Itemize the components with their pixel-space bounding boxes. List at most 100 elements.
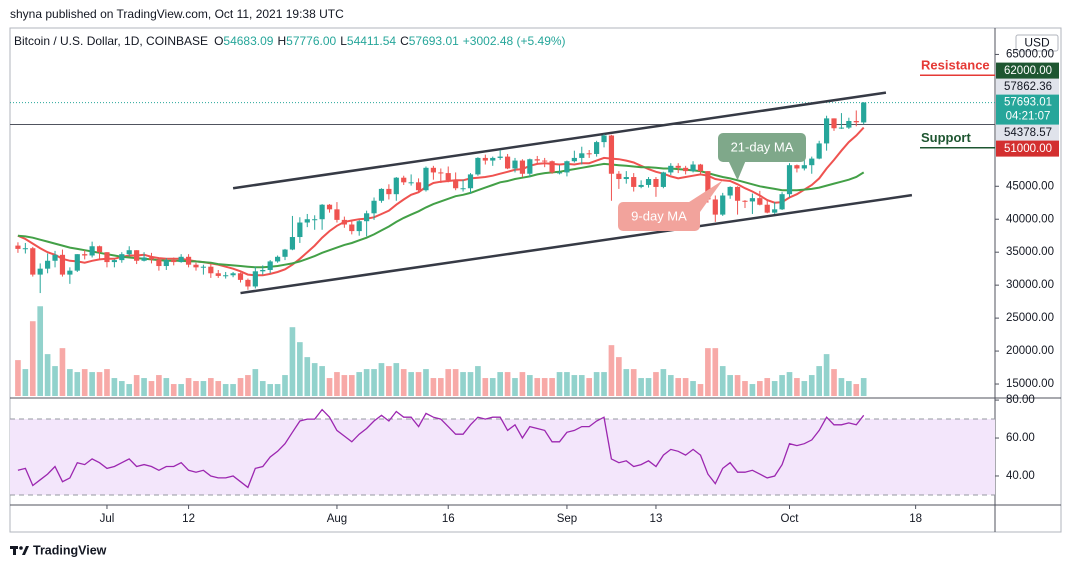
candle-body bbox=[527, 159, 533, 174]
volume-bar bbox=[675, 378, 682, 396]
volume-bar bbox=[44, 354, 51, 396]
volume-bar bbox=[571, 375, 578, 396]
y-tick-label: 35000.00 bbox=[1006, 246, 1054, 258]
price-tag bbox=[996, 140, 1059, 157]
callout-pointer bbox=[728, 160, 746, 181]
candle-body bbox=[556, 172, 563, 174]
candle-body bbox=[779, 194, 785, 210]
volume-bar bbox=[408, 372, 414, 396]
volume-bar bbox=[556, 372, 563, 396]
y-tick-label: 40000.00 bbox=[1006, 213, 1054, 225]
callout-label: 9-day MA bbox=[631, 208, 687, 223]
volume-bar bbox=[749, 384, 756, 396]
logo-part bbox=[13, 546, 16, 555]
candle-body bbox=[564, 161, 570, 173]
candle-body bbox=[326, 204, 333, 210]
candle-body bbox=[171, 260, 177, 263]
candle-body bbox=[334, 209, 340, 220]
candle-body bbox=[148, 257, 155, 260]
volume-bar bbox=[81, 369, 88, 396]
volume-bar bbox=[74, 372, 81, 396]
ohlc-letter: O bbox=[214, 34, 223, 48]
candle-body bbox=[504, 156, 511, 169]
volume-bar bbox=[667, 375, 674, 396]
candle-body bbox=[490, 157, 496, 161]
candle-body bbox=[423, 167, 429, 191]
volume-bar bbox=[141, 378, 147, 396]
volume-bar bbox=[504, 372, 511, 396]
volume-bar bbox=[779, 375, 785, 396]
candle-body bbox=[408, 182, 414, 184]
volume-bar bbox=[764, 378, 771, 396]
volume-bar bbox=[742, 381, 748, 396]
volume-bar bbox=[156, 375, 162, 396]
y-tick-label: 20000.00 bbox=[1006, 345, 1054, 357]
candle-body bbox=[683, 167, 689, 172]
volume-bar bbox=[111, 378, 118, 396]
volume-bar bbox=[564, 372, 570, 396]
candle-body bbox=[349, 224, 355, 232]
volume-bar bbox=[630, 369, 637, 396]
candle-body bbox=[690, 164, 696, 172]
volume-bar bbox=[578, 375, 585, 396]
rsi-band bbox=[10, 419, 995, 495]
volume-bar bbox=[126, 384, 133, 396]
rsi-tick-label: 80.00 bbox=[1006, 394, 1035, 406]
change: +3002.48 (+5.49%) bbox=[463, 34, 566, 48]
volume-bar bbox=[712, 348, 719, 396]
price-tag-label: 62000.00 bbox=[1004, 65, 1052, 77]
volume-bar bbox=[437, 378, 444, 396]
volume-bar bbox=[757, 381, 763, 396]
candle-body bbox=[549, 161, 555, 173]
brand: TradingView bbox=[33, 543, 107, 557]
candle-body bbox=[638, 184, 644, 187]
candle-body bbox=[720, 195, 726, 215]
candle-body bbox=[653, 179, 659, 187]
candle-body bbox=[275, 256, 281, 262]
volume-bar bbox=[245, 375, 251, 396]
volume-bar bbox=[482, 378, 489, 396]
candle-body bbox=[104, 252, 110, 263]
rsi-tick-label: 40.00 bbox=[1006, 470, 1035, 482]
volume-bar bbox=[163, 378, 170, 396]
volume-bar bbox=[400, 369, 407, 396]
volume-bar bbox=[200, 381, 207, 396]
price-tag bbox=[996, 78, 1059, 95]
volume-bar bbox=[519, 372, 526, 396]
ma-callout: 9-day MA bbox=[618, 180, 723, 231]
callout-box bbox=[718, 133, 806, 162]
volume-bar bbox=[289, 327, 296, 396]
candle-body bbox=[141, 257, 147, 261]
volume-bar bbox=[719, 366, 726, 396]
volume-bar bbox=[489, 378, 496, 396]
volume-bar bbox=[601, 372, 607, 396]
candle-body bbox=[816, 143, 822, 159]
volume-bar bbox=[534, 378, 541, 396]
candle-body bbox=[801, 165, 807, 169]
volume-bar bbox=[682, 378, 689, 396]
candle-body bbox=[364, 213, 370, 222]
volume-bar bbox=[208, 378, 214, 396]
ohlc-value: 54683.09 bbox=[223, 34, 273, 48]
candle-body bbox=[22, 248, 28, 250]
volume-bar bbox=[786, 372, 793, 396]
volume-bar bbox=[645, 378, 652, 396]
volume-bar bbox=[378, 363, 385, 396]
candle-body bbox=[193, 264, 199, 268]
candle-body bbox=[126, 250, 132, 255]
candle-body bbox=[208, 266, 214, 274]
candle-body bbox=[52, 254, 58, 261]
candle-body bbox=[178, 256, 184, 263]
volume-bar bbox=[15, 360, 21, 396]
candle-body bbox=[393, 177, 399, 195]
candle-body bbox=[586, 153, 592, 155]
volume-bar bbox=[282, 375, 288, 396]
callout-label: 21-day MA bbox=[731, 139, 794, 154]
candle-body bbox=[96, 246, 103, 253]
candle-body bbox=[542, 160, 548, 162]
candle-body bbox=[475, 157, 481, 175]
y-tick-label: 65000.00 bbox=[1006, 48, 1054, 60]
candle-body bbox=[30, 248, 36, 275]
candle-body bbox=[809, 158, 815, 166]
volume-bar bbox=[846, 381, 852, 396]
